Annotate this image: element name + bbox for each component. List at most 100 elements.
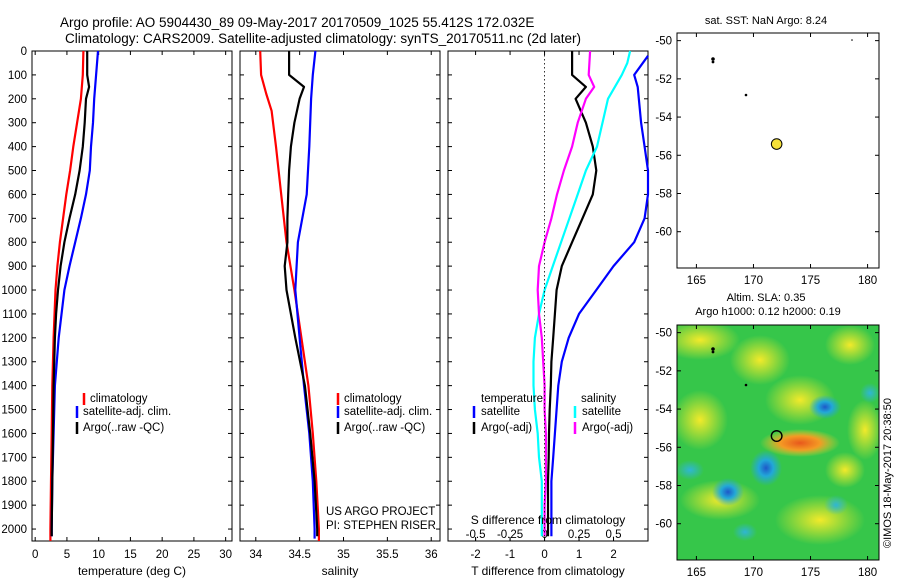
map-lon-label: 170 xyxy=(744,567,763,579)
x-tick-label: -1 xyxy=(505,549,515,561)
x2-tick-label: 0.5 xyxy=(606,529,622,541)
x2-tick-label: -0.5 xyxy=(466,529,486,541)
sla-map-subtitle: Argo h1000: 0.12 h2000: 0.19 xyxy=(695,306,841,318)
map-lat-label: -52 xyxy=(655,366,672,378)
series-line-temperature-satellite xyxy=(550,55,650,537)
map-lat-label: -60 xyxy=(655,519,672,531)
x-tick-label: 36 xyxy=(425,549,438,561)
x-tick-label: 10 xyxy=(92,549,105,561)
depth-tick-label: 2000 xyxy=(1,524,27,536)
map-lat-label: -50 xyxy=(655,328,672,340)
salinity-panel-frame xyxy=(239,50,441,542)
x-tick-label: 30 xyxy=(219,549,232,561)
depth-tick-label: 400 xyxy=(8,142,27,154)
x2-tick-label: -0.25 xyxy=(497,529,523,541)
sla-low-anomaly xyxy=(750,450,782,486)
sla-patch xyxy=(825,325,875,365)
sst-map-title: sat. SST: NaN Argo: 8.24 xyxy=(705,15,827,27)
sla-low-anomaly xyxy=(712,478,744,506)
sla-patch xyxy=(775,495,865,545)
sst-map-ticks: -50 -52 -54 -56 -58 -60 165 170 175 180 xyxy=(655,33,879,287)
sla-map-title: Altim. SLA: 0.35 xyxy=(727,292,806,304)
depth-tick-label: 1000 xyxy=(1,285,27,297)
figure-title-line2: Climatology: CARS2009. Satellite-adjuste… xyxy=(65,31,581,46)
legend-label-satellite: satellite-adj. clim. xyxy=(344,406,432,418)
temperature-legend: climatology satellite-adj. clim. Argo(..… xyxy=(75,393,171,434)
x-tick-label: 2 xyxy=(610,549,616,561)
coast-dot xyxy=(711,57,715,61)
series-line-salinity-argo-adj- xyxy=(536,50,596,537)
project-name: US ARGO PROJECT xyxy=(326,506,435,518)
axis-ticks: 0100200300400500600700800900100011001200… xyxy=(1,46,648,561)
map-lat-label: -54 xyxy=(655,112,672,124)
temperature-panel-frame xyxy=(31,50,233,542)
series-line-argo-raw-qc- xyxy=(283,51,319,537)
map-lat-label: -56 xyxy=(655,150,672,162)
s-difference-axis-label: S difference from climatology xyxy=(471,513,626,527)
sla-patch xyxy=(677,325,740,360)
legend-label-sat-temperature: satellite xyxy=(481,406,520,418)
sla-low-anomaly xyxy=(824,495,848,515)
t-difference-axis-label: T difference from climatology xyxy=(471,564,625,578)
map-lon-label: 180 xyxy=(858,275,877,287)
legend-label-argo-salinity: Argo(-adj) xyxy=(582,422,633,434)
sla-patch xyxy=(677,390,728,450)
float-position-marker xyxy=(770,430,783,443)
series-line-temperature-argo-adj- xyxy=(546,51,598,537)
x-tick-label: 0 xyxy=(32,549,38,561)
sla-low-anomaly xyxy=(733,523,757,541)
depth-tick-label: 900 xyxy=(8,261,27,273)
series-line-salinity-satellite xyxy=(532,50,632,537)
map-lat-label: -58 xyxy=(655,188,672,200)
difference-legend: temperature salinity satellite Argo(-adj… xyxy=(472,393,633,434)
x-tick-label: 20 xyxy=(156,549,169,561)
map-lat-label: -54 xyxy=(655,404,672,416)
temperature-axis-label: temperature (deg C) xyxy=(78,564,186,578)
x-tick-label: 25 xyxy=(188,549,201,561)
credit-text: ©IMOS 18-May-2017 20:38:50 xyxy=(882,398,894,548)
sla-map-ticks: -50 -52 -54 -56 -58 -60 165 170 175 180 xyxy=(655,325,879,579)
coast-dot xyxy=(744,93,748,97)
project-pi: PI: STEPHEN RISER xyxy=(326,520,436,532)
depth-tick-label: 1900 xyxy=(1,500,27,512)
x2-tick-label: 0.25 xyxy=(568,529,590,541)
sla-patch xyxy=(730,335,790,385)
depth-tick-label: 800 xyxy=(8,237,27,249)
map-lon-label: 175 xyxy=(801,275,820,287)
legend-label-sat-salinity: satellite xyxy=(582,406,621,418)
map-lat-label: -60 xyxy=(655,227,672,239)
x-tick-label: 35.5 xyxy=(376,549,398,561)
x-tick-label: 1 xyxy=(576,549,582,561)
sla-patch xyxy=(847,400,879,460)
sla-low-anomaly xyxy=(809,395,841,419)
coast-dot xyxy=(744,383,748,387)
sst-map-frame xyxy=(676,32,880,269)
map-lon-label: 165 xyxy=(687,567,706,579)
map-lon-label: 175 xyxy=(801,567,820,579)
legend-label-argo-temperature: Argo(-adj) xyxy=(481,422,532,434)
series-line-climatology xyxy=(259,50,320,541)
figure-title-line1: Argo profile: AO 5904430_89 09-May-2017 … xyxy=(60,15,534,30)
depth-tick-label: 1500 xyxy=(1,405,27,417)
legend-label-argo: Argo(..raw -QC) xyxy=(344,422,425,434)
salinity-axis-label: salinity xyxy=(322,564,359,578)
depth-tick-label: 600 xyxy=(8,189,27,201)
depth-tick-label: 700 xyxy=(8,213,27,225)
map-lat-label: -58 xyxy=(655,480,672,492)
map-lat-label: -56 xyxy=(655,442,672,454)
depth-tick-label: 200 xyxy=(8,94,27,106)
legend-label-argo: Argo(..raw -QC) xyxy=(83,422,164,434)
x-tick-label: 0 xyxy=(541,549,547,561)
difference-panel-frame xyxy=(447,50,649,542)
map-lon-label: 180 xyxy=(858,567,877,579)
sla-low-anomaly xyxy=(677,460,704,480)
map-lat-label: -52 xyxy=(655,74,672,86)
series-line-satellite-adj-clim- xyxy=(294,50,317,539)
salinity-legend: climatology satellite-adj. clim. Argo(..… xyxy=(336,393,432,434)
x-tick-label: 15 xyxy=(124,549,137,561)
depth-tick-label: 1300 xyxy=(1,357,27,369)
coast-dot xyxy=(711,60,715,64)
map-lon-label: 165 xyxy=(687,275,706,287)
depth-tick-label: 1400 xyxy=(1,381,27,393)
depth-tick-label: 1100 xyxy=(2,309,27,321)
